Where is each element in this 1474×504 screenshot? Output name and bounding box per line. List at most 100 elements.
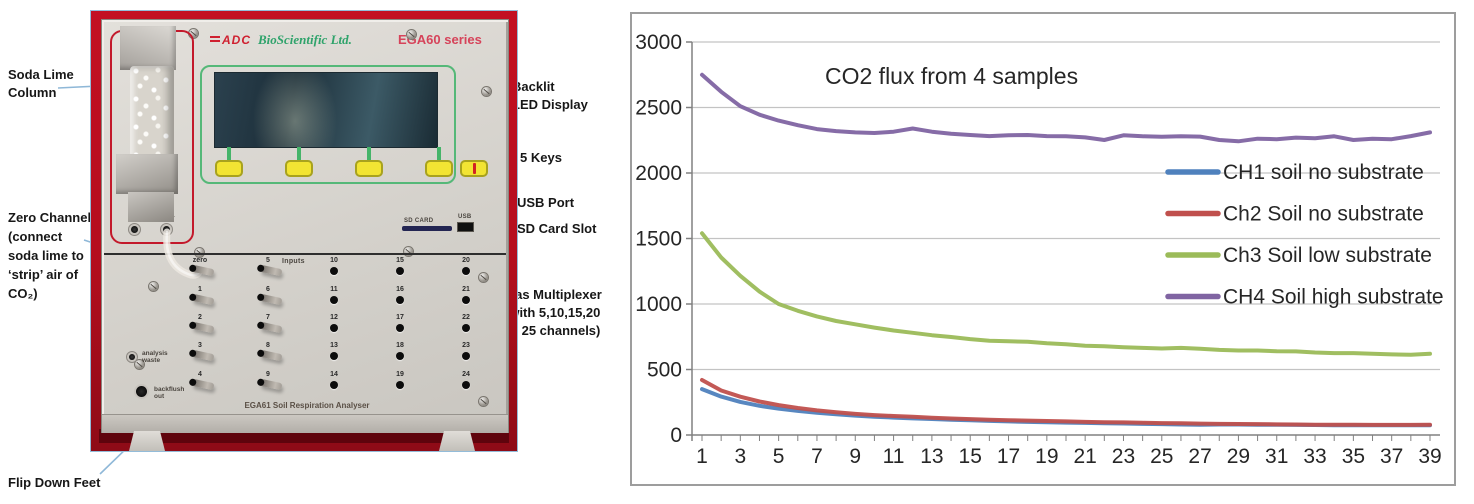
channel-1: 1 [186, 286, 215, 306]
channel-10: 10 [320, 257, 348, 275]
x-tick-label: 23 [1112, 445, 1135, 468]
y-tick-label: 1000 [635, 293, 682, 316]
screw-icon [135, 360, 144, 369]
y-tick-label: 1500 [635, 228, 682, 251]
x-tick-label: 1 [696, 445, 708, 468]
panel-divider [104, 253, 506, 255]
channel-7: 7 [254, 314, 283, 334]
legend-label-1: CH1 soil no substrate [1223, 161, 1424, 184]
backflush-out-port [136, 386, 147, 397]
plugged-port [330, 267, 338, 275]
callout-flip-down-feet: Flip Down Feet [8, 474, 100, 492]
x-tick-label: 19 [1035, 445, 1058, 468]
callout-line-text: SD Card Slot [517, 221, 597, 236]
x-tick-label: 5 [773, 445, 785, 468]
barbed-fitting [256, 349, 283, 362]
screw-icon [482, 87, 491, 96]
x-tick-label: 11 [883, 445, 905, 468]
soft-key-4 [425, 160, 453, 177]
x-tick-label: 35 [1342, 445, 1365, 468]
power-key [460, 160, 488, 177]
callout-line-text: soda lime to [8, 248, 84, 263]
chart-title: CO2 flux from 4 samples [825, 63, 1078, 89]
x-tick-label: 33 [1303, 445, 1326, 468]
inputs-label: Inputs [282, 258, 305, 265]
plugged-port [462, 267, 470, 275]
channel-11: 11 [320, 286, 348, 304]
plugged-port [330, 324, 338, 332]
legend-label-3: Ch3 Soil low substrate [1223, 244, 1432, 267]
backflush-out-label: backflush out [154, 386, 185, 400]
barbed-fitting [256, 378, 283, 391]
channel-14: 14 [320, 371, 348, 389]
plugged-port [396, 296, 404, 304]
callout-line-text: Backlit [512, 79, 555, 94]
screw-icon [404, 247, 413, 256]
series-line-3 [700, 231, 1432, 357]
device-annotated-photo: Soda Lime Column Zero Channel (connect s… [0, 0, 630, 504]
barbed-fitting [256, 264, 283, 277]
channel-8: 8 [254, 342, 283, 362]
display-bezel-outline [200, 65, 456, 184]
panel-footer-title: EGA61 Soil Respiration Analyser [244, 401, 370, 410]
callout-line-text: Column [8, 85, 57, 100]
x-tick-label: 39 [1418, 445, 1441, 468]
callout-line-text: CO₂) [8, 286, 38, 301]
callout-zero-channel: Zero Channel (connect soda lime to ‘stri… [8, 208, 91, 303]
channel-20: 20 [452, 257, 480, 275]
x-tick-label: 9 [849, 445, 861, 468]
callout-sd-card-slot: SD Card Slot [517, 220, 596, 238]
x-tick-label: 13 [920, 445, 943, 468]
plugged-port [462, 324, 470, 332]
barbed-fitting [256, 293, 283, 306]
soda-lime-bracket-lower [128, 192, 174, 222]
barbed-fitting [188, 378, 215, 391]
plugged-port [396, 352, 404, 360]
flip-down-foot-right [439, 431, 475, 451]
barbed-fitting [188, 349, 215, 362]
x-tick-label: 17 [997, 445, 1020, 468]
callout-line-text: LED Display [512, 97, 588, 112]
device-photo: ADC BioScientific Ltd. EGA60 series [90, 10, 518, 452]
callout-line-text: or 25 channels) [505, 323, 601, 338]
channel-17: 17 [386, 314, 414, 332]
x-tick-label: 21 [1073, 445, 1096, 468]
plugged-port [462, 352, 470, 360]
screw-icon [479, 273, 488, 282]
callout-5-keys: 5 Keys [520, 149, 562, 167]
plugged-port [330, 296, 338, 304]
brand-name: BioScientific Ltd. [258, 32, 352, 47]
legend-label-2: Ch2 Soil no substrate [1223, 203, 1424, 226]
plugged-port [462, 296, 470, 304]
device-front-panel: ADC BioScientific Ltd. EGA60 series [101, 19, 509, 433]
usb-port [457, 222, 474, 232]
callout-line-text: (with 5,10,15,20 [505, 305, 601, 320]
sd-card-slot [402, 226, 452, 231]
key-stem [297, 147, 301, 162]
channel-24: 24 [452, 371, 480, 389]
channel-23: 23 [452, 342, 480, 360]
channel-15: 15 [386, 257, 414, 275]
key-stem [437, 147, 441, 162]
adc-logo: ADC [210, 33, 251, 47]
plugged-port [462, 381, 470, 389]
x-tick-label: 3 [734, 445, 746, 468]
x-tick-label: 7 [811, 445, 823, 468]
multiplexer-grid: zero 5 10 15 20 1 6 11 16 21 2 7 12 17 22 3 8 13 18 23 4 9 14 1… [102, 255, 508, 415]
channel-19: 19 [386, 371, 414, 389]
channel-22: 22 [452, 314, 480, 332]
y-tick-label: 0 [670, 424, 682, 447]
barbed-fitting [256, 321, 283, 334]
x-tick-label: 25 [1150, 445, 1173, 468]
channel-2: 2 [186, 314, 215, 334]
soda-lime-bracket-bottom [116, 154, 178, 194]
callout-soda-lime-column: Soda Lime Column [8, 66, 74, 102]
callout-line-text: ‘strip’ air of [8, 267, 79, 282]
device-bottom-lip [102, 414, 508, 433]
series-line-2 [700, 378, 1432, 427]
channel-18: 18 [386, 342, 414, 360]
legend-label-4: CH4 Soil high substrate [1223, 286, 1444, 309]
co2-flux-chart: 0 500 1000 1500 2000 2500 3000 1 3 5 7 9 11 13 15 17 19 2… [630, 12, 1456, 486]
